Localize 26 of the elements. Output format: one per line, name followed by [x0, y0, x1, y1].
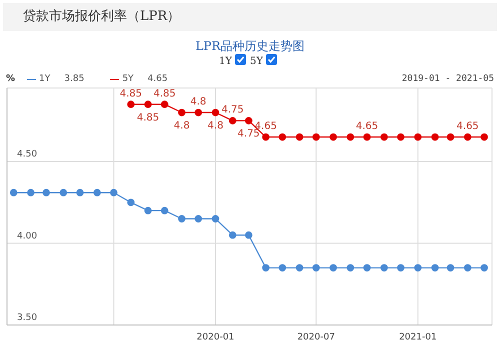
data-label: 4.8 — [190, 96, 206, 108]
data-label: 4.75 — [222, 104, 244, 116]
data-label: 4.8 — [174, 120, 190, 132]
text: 3.85 — [64, 74, 84, 84]
text: 1Y — [219, 56, 232, 67]
data-label: 4.75 — [238, 128, 260, 140]
legend-label: 5Y — [122, 74, 134, 84]
text: 5Y — [250, 56, 263, 67]
y-tick-label: 4.00 — [17, 231, 38, 242]
x-tick-label: 2021-01 — [399, 332, 437, 342]
data-label: 4.85 — [153, 88, 176, 100]
chart-title: 贷款市场报价利率（LPR） — [3, 3, 497, 31]
data-label: 4.85 — [120, 88, 142, 100]
text: 4.65 — [148, 74, 168, 84]
x-tick-label: 2020-07 — [297, 332, 335, 342]
y-tick-label: 4.50 — [17, 150, 38, 160]
x-tick-label: 2020-01 — [196, 332, 234, 342]
y-axis-title: % — [6, 74, 16, 84]
data-label: 4.8 — [208, 120, 224, 132]
chart-subtitle: LPR品种历史走势图 — [194, 38, 306, 55]
data-label: 4.85 — [136, 112, 160, 124]
y-tick-label: 3.50 — [17, 313, 38, 323]
data-label: 4.65 — [456, 121, 479, 132]
text: 2019-01 - 2021-05 — [402, 74, 494, 84]
data-label: 4.65 — [356, 121, 378, 132]
legend-label: 1Y — [39, 74, 50, 84]
